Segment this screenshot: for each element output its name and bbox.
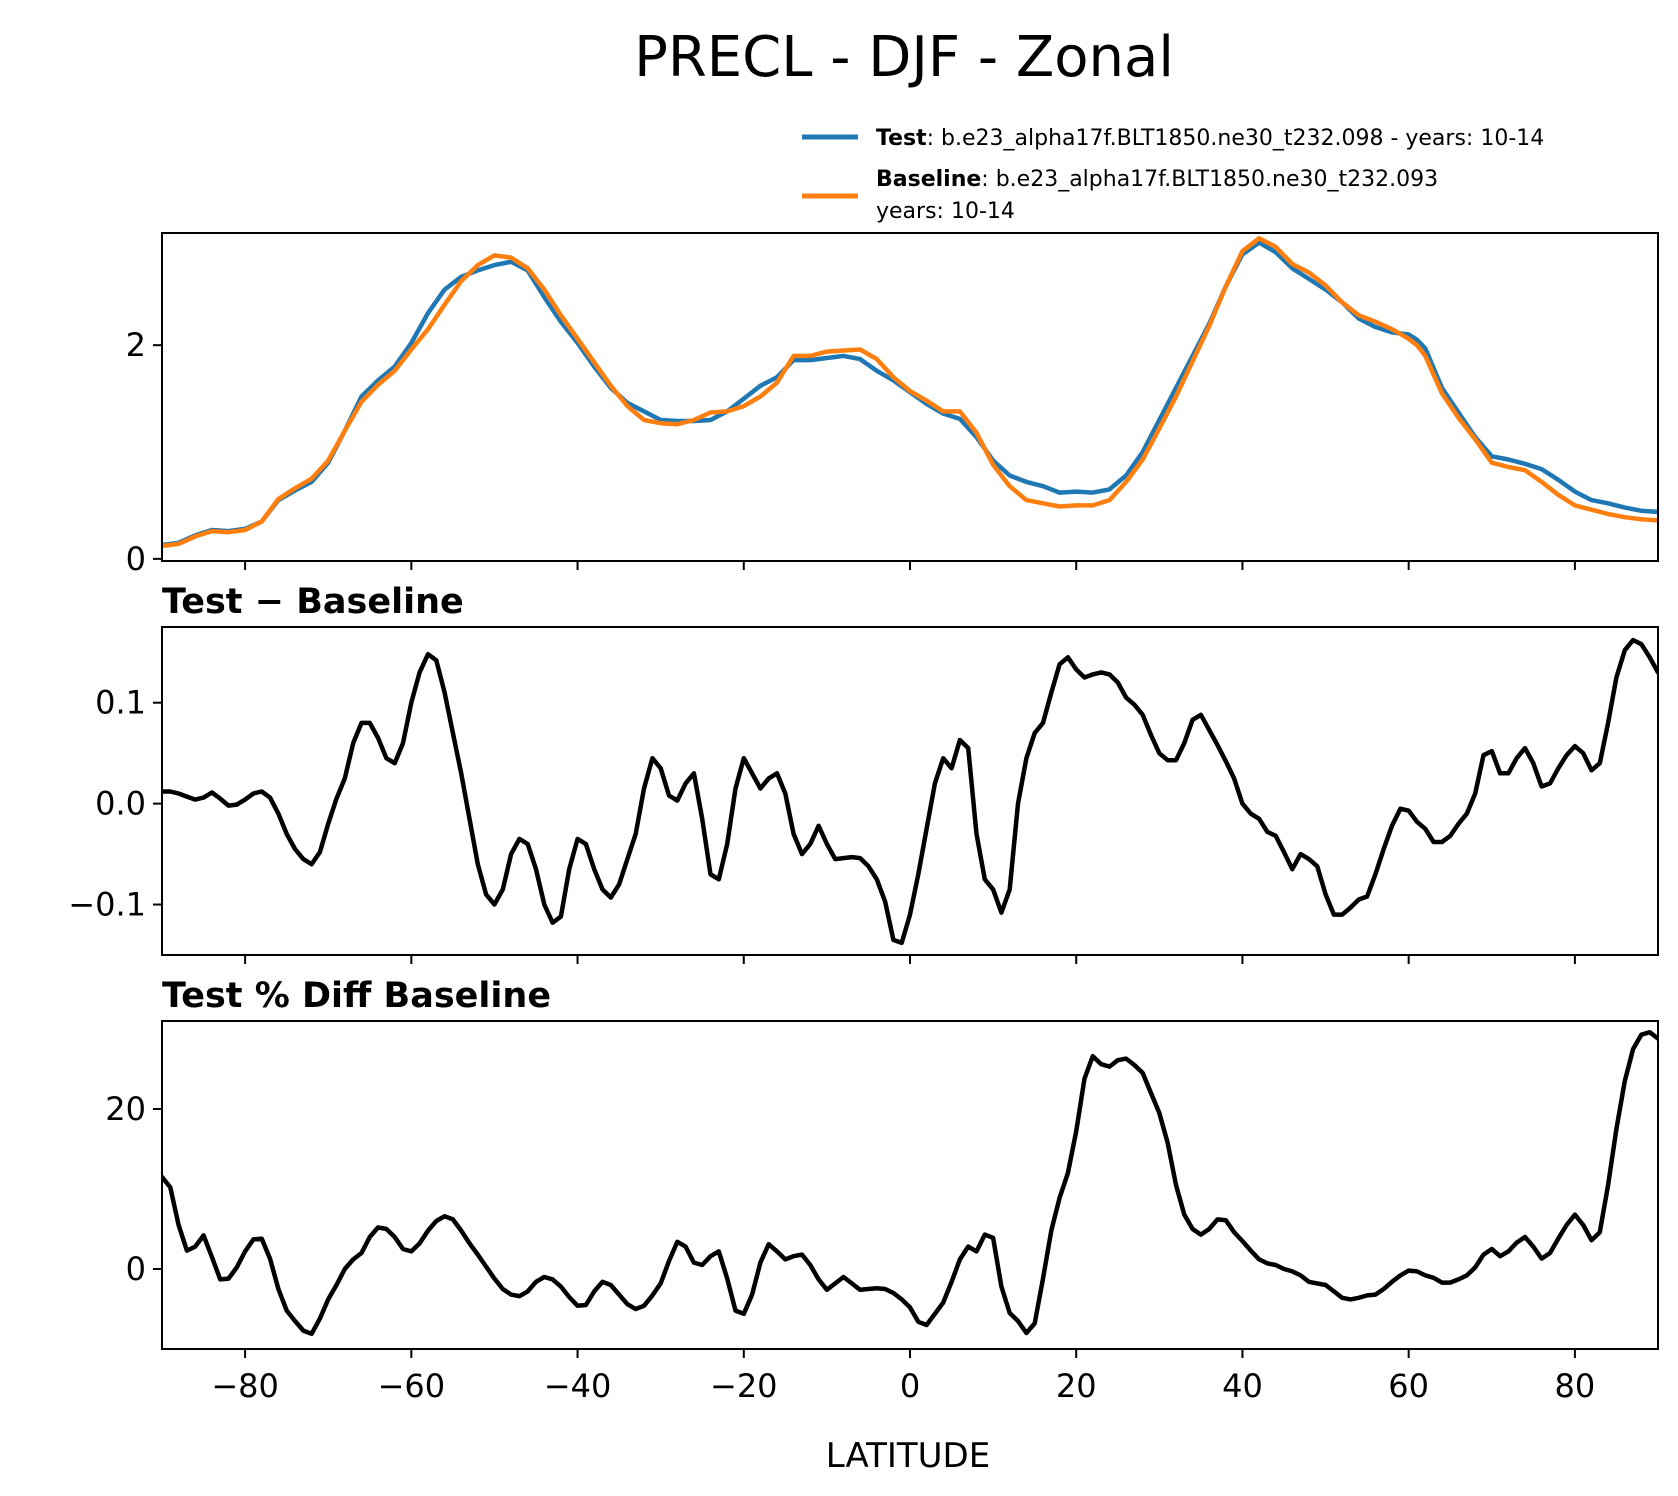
legend-baseline-years: years: 10-14 [876,199,1015,224]
panel-zonal-mean-ticks: 02 [126,326,1576,578]
y-tick-label: −0.1 [68,886,146,924]
panel-zonal-mean-frame [161,232,1659,562]
panel-difference-title: Test − Baseline [162,582,464,622]
x-tick-label: 20 [1056,1367,1097,1405]
series-line-percent-diff-test-diff-baseline [162,1029,1658,1337]
legend-baseline-case: : b.e23_alpha17f.BLT1850.ne30_t232.093 [981,167,1438,192]
panel-zonal-mean-lines [162,236,1658,549]
panel-difference: Test − Baseline −0.1 0.0 0.1 [68,582,1659,964]
x-tick-label: 60 [1388,1367,1429,1405]
panel-difference-lines [162,637,1658,946]
x-tick-label: 80 [1555,1367,1596,1405]
legend-test-case: : b.e23_alpha17f.BLT1850.ne30_t232.098 -… [927,126,1545,151]
series-line-difference-test-baseline [162,637,1658,946]
panel-difference-frame [161,626,1659,956]
panel-percent-diff-title: Test % Diff Baseline [162,976,551,1016]
legend: Test: b.e23_alpha17f.BLT1850.ne30_t232.0… [802,126,1544,224]
panel-percent-diff-ticks: 0 20 −80 −60 −40 −20 0 20 40 60 80 [105,1090,1595,1405]
y-tick-label: 0 [126,540,146,578]
y-tick-label: 20 [105,1090,146,1128]
panel-zonal-mean: 02 [126,232,1659,578]
y-tick-label: 0 [126,1250,146,1288]
x-axis-label: LATITUDE [826,1436,990,1476]
y-tick-label: 0.1 [95,684,146,722]
panel-difference-ticks: −0.1 0.0 0.1 [68,684,1576,964]
legend-baseline-text: Baseline: b.e23_alpha17f.BLT1850.ne30_t2… [876,167,1438,192]
x-tick-label: 0 [900,1367,920,1405]
legend-test-text: Test: b.e23_alpha17f.BLT1850.ne30_t232.0… [876,126,1544,151]
panel-percent-diff-frame [161,1020,1659,1350]
x-tick-label: −60 [378,1367,446,1405]
y-tick-label: 0.0 [95,785,146,823]
legend-test-name: Test [876,126,927,151]
panel-percent-diff: Test % Diff Baseline 0 20 −80 −60 −40 −20 0 20 4… [105,976,1659,1405]
y-tick-label: 2 [126,326,146,364]
figure-title: PRECL - DJF - Zonal [634,25,1174,90]
panel-percent-diff-lines [162,1029,1658,1337]
series-line-zonal-mean-baseline [162,236,1658,549]
x-tick-label: 40 [1222,1367,1263,1405]
x-tick-label: −20 [710,1367,778,1405]
x-tick-label: −40 [544,1367,612,1405]
series-line-zonal-mean-test [162,240,1658,548]
legend-baseline-name: Baseline [876,167,981,192]
x-tick-label: −80 [211,1367,279,1405]
